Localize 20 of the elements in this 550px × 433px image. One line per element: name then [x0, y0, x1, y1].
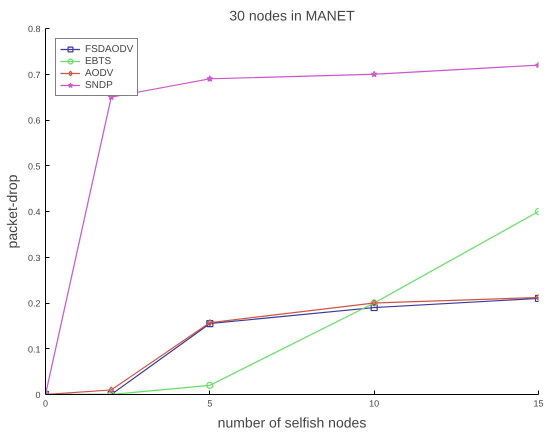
x-tick-label: 0 — [42, 398, 48, 408]
x-axis-title: number of selfish nodes — [218, 414, 366, 430]
y-tick-label: 0 — [35, 390, 41, 400]
x-tick-label: 15 — [533, 398, 544, 408]
y-tick-label: 0.6 — [28, 116, 41, 126]
legend-label: SNDP — [85, 79, 113, 91]
y-tick-label: 0.7 — [28, 70, 41, 80]
y-tick-label: 0.2 — [28, 298, 41, 308]
y-axis-title: packet-drop — [4, 174, 20, 248]
legend-label: FSDAODV — [85, 43, 134, 55]
y-tick-label: 0.1 — [28, 344, 41, 354]
y-tick-label: 0.4 — [28, 207, 41, 217]
x-tick-label: 5 — [207, 398, 212, 408]
y-tick-label: 0.5 — [28, 161, 41, 172]
chart-title: 30 nodes in MANET — [229, 8, 356, 24]
y-tick-label: 0.8 — [28, 24, 41, 34]
legend-label: AODV — [85, 67, 114, 79]
y-tick-label: 0.3 — [28, 252, 41, 263]
x-tick-label: 10 — [369, 398, 380, 408]
legend-label: EBTS — [85, 55, 112, 67]
